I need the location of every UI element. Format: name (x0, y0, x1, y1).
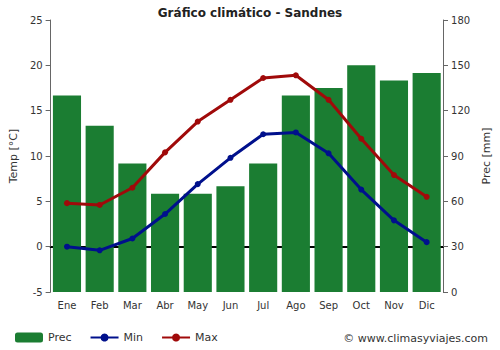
svg-text:5: 5 (36, 196, 42, 207)
svg-text:© www.climasyviajes.com: © www.climasyviajes.com (343, 332, 488, 345)
svg-text:60: 60 (451, 196, 464, 207)
svg-text:Sep: Sep (319, 300, 338, 311)
svg-text:15: 15 (30, 105, 43, 116)
svg-text:Jul: Jul (256, 300, 269, 311)
svg-text:Ene: Ene (58, 300, 77, 311)
svg-text:Dic: Dic (419, 300, 435, 311)
svg-text:Temp [°C]: Temp [°C] (7, 129, 20, 185)
svg-text:Min: Min (124, 331, 144, 344)
svg-text:-5: -5 (33, 287, 43, 298)
svg-text:Prec: Prec (48, 331, 72, 344)
svg-text:90: 90 (451, 151, 464, 162)
svg-text:Max: Max (195, 331, 218, 344)
svg-text:Jun: Jun (222, 300, 239, 311)
svg-text:25: 25 (30, 15, 43, 26)
svg-text:0: 0 (451, 287, 457, 298)
svg-text:Oct: Oct (353, 300, 370, 311)
svg-text:120: 120 (451, 105, 470, 116)
svg-text:180: 180 (451, 15, 470, 26)
svg-text:150: 150 (451, 60, 470, 71)
svg-text:10: 10 (30, 151, 43, 162)
svg-text:Feb: Feb (91, 300, 109, 311)
svg-text:Mar: Mar (123, 300, 143, 311)
svg-text:May: May (187, 300, 208, 311)
svg-text:Nov: Nov (384, 300, 404, 311)
svg-text:Gráfico climático - Sandnes: Gráfico climático - Sandnes (158, 6, 342, 20)
svg-text:20: 20 (30, 60, 43, 71)
svg-text:30: 30 (451, 241, 464, 252)
svg-text:Prec [mm]: Prec [mm] (480, 127, 493, 184)
svg-text:Ago: Ago (286, 300, 305, 311)
svg-text:Abr: Abr (156, 300, 174, 311)
svg-text:0: 0 (36, 241, 42, 252)
